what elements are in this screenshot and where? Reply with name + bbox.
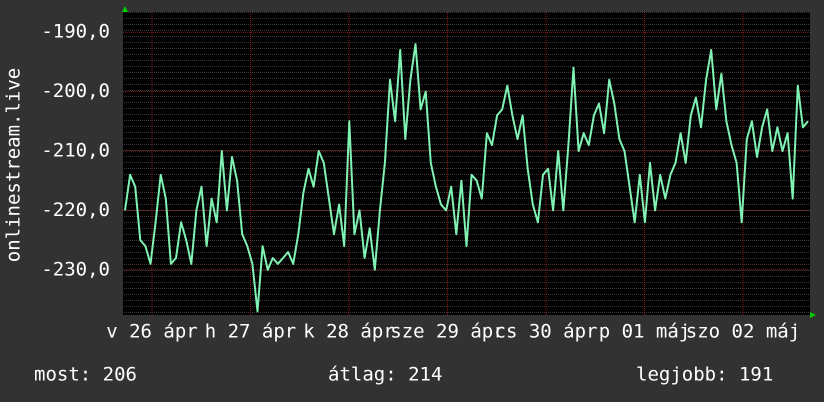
x-tick-label: cs 30 ápr bbox=[495, 321, 598, 343]
x-tick-label: szo 02 máj bbox=[686, 321, 800, 343]
y-tick-label: -210,0 bbox=[41, 140, 110, 162]
stat: most: 206 bbox=[34, 364, 137, 386]
x-tick-label: k 28 ápr bbox=[303, 321, 395, 343]
y-axis-label: onlinestream.live bbox=[3, 68, 25, 262]
y-tick-label: -190,0 bbox=[41, 21, 110, 43]
axis-arrow bbox=[810, 312, 816, 318]
y-tick-label: -200,0 bbox=[41, 80, 110, 102]
stat: legjobb: 191 bbox=[636, 364, 773, 386]
x-tick-label: v 26 ápr bbox=[106, 321, 198, 343]
y-tick-label: -230,0 bbox=[41, 258, 110, 280]
x-tick-label: sze 29 ápr bbox=[390, 321, 504, 343]
stat: átlag: 214 bbox=[328, 364, 442, 386]
data-line bbox=[124, 43, 809, 313]
plot-area bbox=[123, 12, 810, 315]
x-tick-label: p 01 máj bbox=[599, 321, 691, 343]
y-tick-label: -220,0 bbox=[41, 199, 110, 221]
axis-arrow bbox=[122, 6, 128, 12]
x-tick-label: h 27 ápr bbox=[205, 321, 297, 343]
